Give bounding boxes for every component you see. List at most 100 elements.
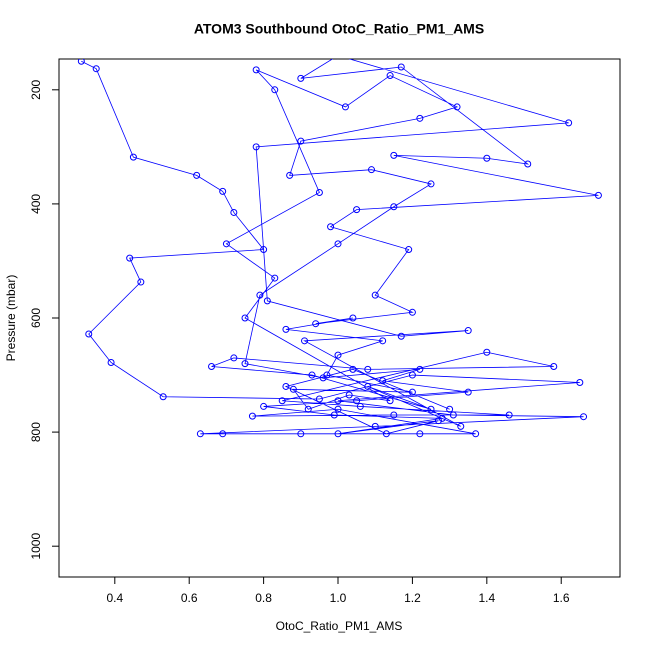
data-point [208,362,216,370]
data-point [397,63,405,71]
data-point [416,365,424,373]
data-point [371,291,379,299]
data-point [334,405,342,413]
data-point [219,187,227,195]
data-point [580,413,588,421]
data-point [390,411,398,419]
data-point [334,430,342,438]
data-point [334,240,342,248]
x-tick-label: 1.2 [404,591,421,605]
x-tick-label: 0.8 [255,591,272,605]
data-point [304,405,312,413]
data-point [379,377,387,385]
data-point [483,154,491,162]
data-point [256,291,264,299]
data-point [446,405,454,413]
data-point [260,402,268,410]
data-point [230,208,238,216]
data-point [315,395,323,403]
data-point [271,86,279,94]
data-point [356,402,364,410]
data-point [248,412,256,420]
data-point [405,246,413,254]
data-point [390,151,398,159]
data-point [312,320,320,328]
data-point [337,59,339,60]
data-point [289,385,297,393]
series-line [81,59,599,435]
data-point [196,430,204,438]
data-point [364,382,372,390]
data-point [386,397,394,405]
y-axis-label: Pressure (mbar) [4,275,18,362]
data-point [278,397,286,405]
data-point [252,66,260,74]
chart-title: ATOM3 Southbound OtoC_Ratio_PM1_AMS [194,21,484,37]
data-point [92,65,100,73]
data-point [297,430,305,438]
data-point [453,103,461,111]
data-point [427,405,435,413]
data-point [263,297,271,305]
data-point [386,72,394,80]
data-point [464,388,472,396]
data-point [390,203,398,211]
data-point [349,314,357,322]
data-point [524,160,532,168]
data-point [334,397,342,405]
data-point [260,246,268,254]
data-point [416,114,424,122]
data-point [159,393,167,401]
data-point [219,430,227,438]
data-point [282,325,290,333]
y-tick-label: 200 [29,79,43,99]
data-point [334,351,342,359]
data-point [330,411,338,419]
x-tick-label: 0.4 [106,591,123,605]
data-point [129,153,137,161]
data-point [505,411,513,419]
data-point [408,308,416,316]
data-point [85,330,93,338]
data-point [107,358,115,366]
data-point [449,411,457,419]
plot-frame [58,58,621,578]
data-point [341,103,349,111]
data-point [297,74,305,82]
y-tick-label: 1000 [29,533,43,560]
data-point [271,274,279,282]
data-point [379,337,387,345]
data-point [77,59,85,65]
data-point [241,314,249,322]
data-point [408,388,416,396]
x-tick-label: 1.6 [553,591,570,605]
data-point [222,240,230,248]
data-point [472,430,480,438]
y-tick-label: 800 [29,422,43,442]
data-point [364,365,372,373]
data-point [550,362,558,370]
data-point [408,371,416,379]
plot-area [77,59,602,438]
data-point [483,348,491,356]
data-point [241,360,249,368]
x-tick-label: 1.4 [478,591,495,605]
data-point [193,171,201,179]
data-point [252,143,260,151]
x-tick-label: 0.6 [181,591,198,605]
x-tick-label: 1.0 [330,591,347,605]
data-point [416,430,424,438]
data-point [434,417,442,425]
data-point [286,171,294,179]
data-point [576,378,584,386]
y-tick-label: 600 [29,308,43,328]
data-point [301,337,309,345]
data-point [308,371,316,379]
data-point [397,332,405,340]
data-point [464,327,472,335]
data-point [230,354,238,362]
data-point [353,397,361,405]
data-point [282,382,290,390]
data-point [319,374,327,382]
data-point [349,365,357,373]
